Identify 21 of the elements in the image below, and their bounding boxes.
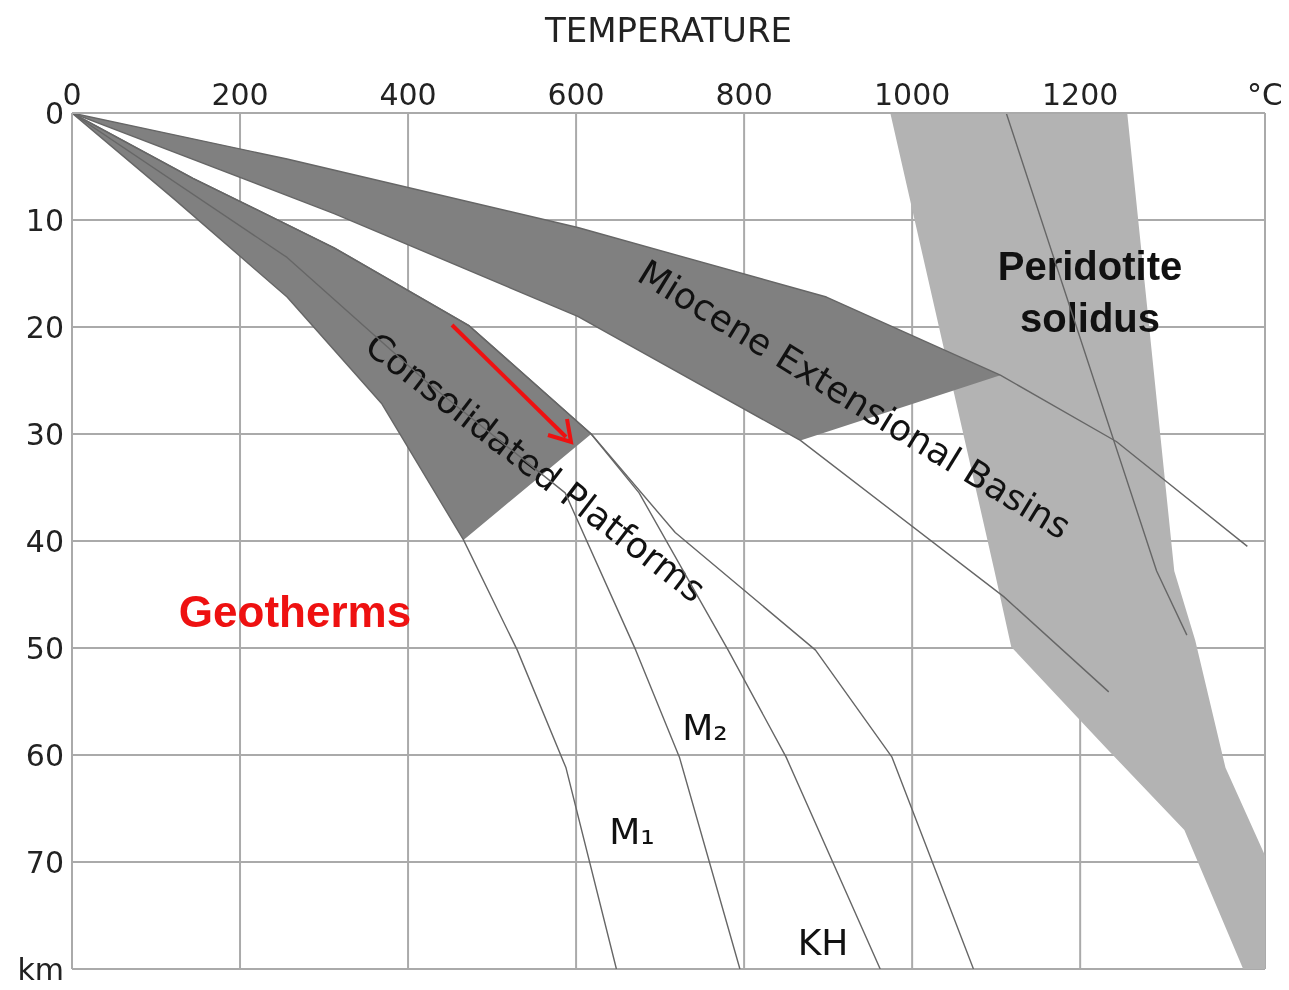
x-tick-label: 200 xyxy=(211,77,269,112)
x-tick-label: 1200 xyxy=(1041,77,1119,112)
series-label: KH xyxy=(797,922,849,963)
series-label: Peridotite solidus xyxy=(997,244,1183,340)
y-tick-label: 60 xyxy=(25,737,64,773)
y-tick-label: km xyxy=(17,951,64,987)
y-tick-label: 20 xyxy=(25,309,64,345)
x-axis-title: TEMPERATURE xyxy=(543,10,793,51)
y-tick-label: 70 xyxy=(25,844,64,880)
y-tick-label: 10 xyxy=(25,202,64,238)
x-tick-label: 600 xyxy=(547,77,605,112)
x-tick-label: 400 xyxy=(379,77,437,112)
y-tick-label: 50 xyxy=(25,630,64,666)
series-label: M₂ xyxy=(682,707,728,748)
annotation: Geotherms xyxy=(178,587,412,636)
x-tick-label: 800 xyxy=(715,77,773,112)
y-tick-label: 30 xyxy=(25,416,64,452)
y-tick-label: 40 xyxy=(25,523,64,559)
x-tick-label: 1000 xyxy=(873,77,951,112)
series-label: M₁ xyxy=(609,811,655,852)
x-tick-label: °C xyxy=(1247,77,1283,112)
